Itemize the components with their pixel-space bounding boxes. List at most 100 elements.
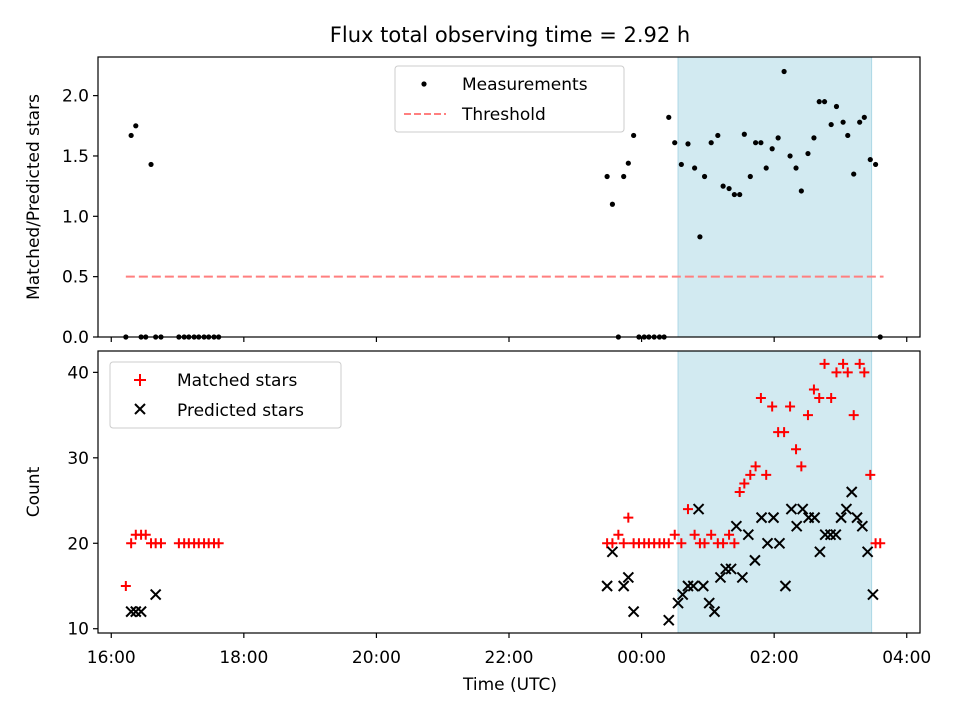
predicted-star-point: [125, 605, 137, 618]
matched-star-point: [814, 393, 825, 403]
measurement-point: [697, 234, 703, 240]
measurement-point: [621, 173, 627, 180]
measurement-point: [720, 183, 726, 189]
measurement-point: [758, 140, 764, 146]
measurement-point: [872, 161, 879, 168]
predicted-star-point: [672, 597, 684, 609]
predicted-star-point: [697, 580, 709, 592]
observing-window-shade: [677, 350, 873, 634]
predicted-star-point: [708, 605, 721, 618]
legend-measurements-label: Measurements: [462, 75, 588, 95]
predicted-star-point: [840, 503, 853, 515]
predicted-star-point: [135, 605, 147, 618]
predicted-star-point: [808, 511, 821, 524]
matched-star-point: [623, 512, 634, 523]
measurement-point: [726, 185, 732, 192]
predicted-star-point: [742, 529, 755, 541]
x-tick-label: 20:00: [352, 648, 401, 668]
matched-star-point: [831, 367, 842, 378]
legend-predicted-marker: [134, 403, 146, 415]
matched-star-point: [739, 478, 750, 489]
matched-star-point: [802, 410, 813, 421]
matched-star-point: [729, 538, 740, 549]
matched-star-point: [808, 384, 819, 395]
legend-predicted-label: Predicted stars: [177, 401, 304, 421]
measurement-point: [133, 123, 139, 129]
measurement-point: [781, 68, 787, 75]
legend-frame: [394, 65, 625, 133]
ratio-legend: Measurements Threshold: [394, 65, 625, 133]
y-axis-label: Count: [24, 466, 44, 517]
y-tick-label: 10: [67, 620, 89, 640]
predicted-star-point: [830, 529, 842, 541]
matched-star-point: [761, 469, 772, 480]
measurement-point: [775, 135, 781, 141]
matched-star-point: [785, 401, 796, 412]
measurement-point: [666, 114, 672, 120]
measurement-point: [753, 140, 759, 146]
y-tick-label: 20: [67, 534, 89, 554]
matched-star-point: [854, 358, 865, 369]
legend-measurements-marker: [421, 81, 427, 87]
measurement-point: [805, 150, 811, 157]
measurement-point: [737, 191, 743, 198]
measurement-point: [769, 146, 775, 152]
predicted-star-point: [663, 614, 675, 626]
matched-star-point: [791, 444, 802, 455]
matched-star-point: [842, 367, 853, 378]
measurement-point: [816, 99, 822, 105]
predicted-star-point: [627, 605, 640, 618]
count-panel: 10 20 30 40 16:00 18:00 20:00 22:00 00:00 02:00 04…: [24, 350, 931, 668]
matched-star-point: [669, 529, 680, 540]
x-tick-label: 04:00: [882, 648, 931, 668]
predicted-star-point: [856, 520, 869, 532]
measurement-point: [811, 135, 817, 141]
measurement-point: [821, 99, 828, 105]
x-tick-label: 22:00: [485, 648, 534, 668]
predicted-star-point: [846, 486, 858, 498]
measurement-point: [631, 132, 637, 139]
matched-star-point: [155, 538, 166, 549]
measurement-point: [851, 171, 857, 177]
legend-threshold-label: Threshold: [461, 105, 546, 125]
measurement-point: [731, 191, 737, 198]
matched-star-point: [213, 538, 224, 549]
matched-star-point: [734, 487, 745, 497]
predicted-star-point: [687, 580, 699, 592]
y-tick-label: 40: [67, 363, 89, 383]
legend-frame: [109, 361, 342, 429]
matched-star-point: [676, 538, 687, 549]
measurement-point: [701, 173, 708, 180]
measurement-point: [845, 132, 851, 139]
matched-star-point: [796, 461, 807, 472]
matched-star-point: [613, 529, 624, 540]
measurement-point: [798, 188, 804, 194]
x-tick-label: 00:00: [617, 648, 666, 668]
measurement-point: [787, 153, 793, 159]
measurement-point: [625, 160, 631, 166]
x-tick-label: 16:00: [87, 648, 136, 668]
predicted-star-point: [767, 511, 780, 524]
matched-star-point: [120, 581, 131, 591]
y-tick-label: 1.5: [62, 147, 89, 167]
measurement-point: [828, 121, 834, 128]
matched-star-point: [724, 529, 735, 540]
matched-star-point: [718, 538, 729, 549]
matched-star-point: [126, 538, 137, 549]
matched-star-point: [663, 538, 674, 549]
chart-title: Flux total observing time = 2.92 h: [330, 23, 690, 47]
matched-star-point: [745, 469, 756, 480]
matched-star-point: [875, 538, 886, 549]
matched-star-point: [706, 529, 717, 540]
matched-star-point: [826, 393, 837, 403]
predicted-star-point: [601, 580, 613, 592]
measurement-point: [793, 165, 799, 171]
predicted-star-point: [761, 537, 774, 549]
y-tick-label: 2.0: [62, 87, 89, 107]
legend-matched-label: Matched stars: [177, 371, 297, 391]
predicted-star-point: [149, 588, 162, 601]
y-tick-label: 0.0: [62, 328, 89, 348]
y-axis-label: Matched/Predicted stars: [24, 94, 44, 300]
matched-star-point: [767, 401, 778, 412]
count-legend: Matched stars Predicted stars: [109, 361, 342, 429]
